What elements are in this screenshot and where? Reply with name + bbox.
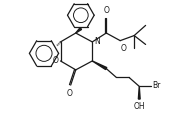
Polygon shape	[76, 28, 82, 33]
Text: O: O	[67, 89, 73, 98]
Text: N: N	[94, 37, 100, 46]
Text: O: O	[121, 44, 127, 53]
Text: O: O	[103, 6, 109, 15]
Text: O: O	[53, 57, 59, 65]
Polygon shape	[92, 61, 107, 70]
Text: Br: Br	[153, 81, 161, 90]
Text: OH: OH	[133, 102, 145, 111]
Polygon shape	[138, 86, 140, 99]
